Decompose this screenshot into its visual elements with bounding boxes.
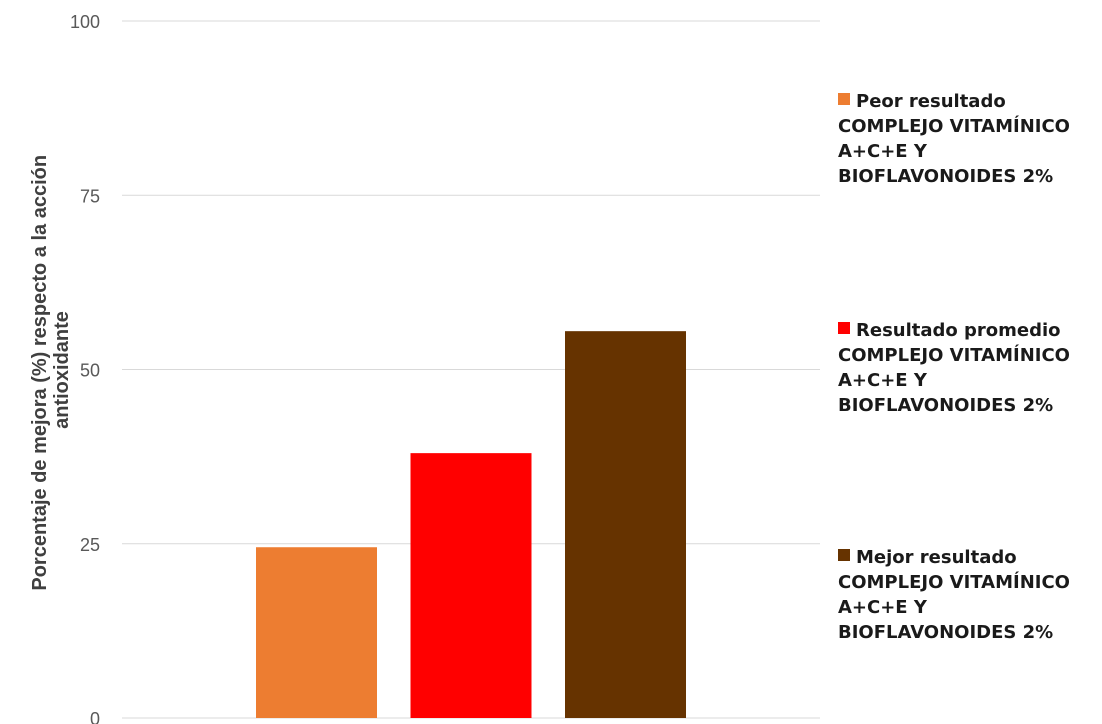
legend-label-2-line-3: A+C+E Y [838,370,928,391]
legend-label-2-line-4: BIOFLAVONOIDES 2% [838,395,1053,416]
legend: Peor resultado COMPLEJO VITAMÍNICO A+C+E Y… [838,91,1070,643]
legend-label-3: Mejor resultado COMPLEJO VITAMÍNICO A+C+E … [838,547,1070,643]
legend-swatch-3 [838,549,850,561]
legend-label-3-line-3: A+C+E Y [838,597,928,618]
y-tick-label-75: 75 [80,186,100,206]
legend-label-1-line-1: Peor resultado [856,91,1006,112]
y-tick-label-25: 25 [80,535,100,555]
bar-3 [565,331,686,718]
legend-swatch-2 [838,322,850,334]
y-axis-label: Porcentaje de mejora (%) respecto a la a… [29,149,73,590]
y-axis-ticks: 0 25 50 75 100 [70,12,100,724]
gridlines [122,20,820,719]
bars [256,331,686,718]
bar-2 [410,453,532,718]
legend-label-1: Peor resultado COMPLEJO VITAMÍNICO A+C+E Y… [838,91,1070,187]
y-tick-label-0: 0 [90,709,100,724]
legend-label-1-line-4: BIOFLAVONOIDES 2% [838,166,1053,187]
legend-label-2: Resultado promedio COMPLEJO VITAMÍNICO A+C… [838,320,1070,416]
bar-1 [256,547,377,718]
legend-label-1-line-2: COMPLEJO VITAMÍNICO [838,115,1070,137]
y-axis-label-line-1: Porcentaje de mejora (%) respecto a la a… [29,155,51,591]
legend-label-3-line-4: BIOFLAVONOIDES 2% [838,622,1053,643]
legend-label-2-line-1: Resultado promedio [856,320,1061,341]
y-axis-label-line-2: antioxidante [51,311,73,429]
legend-label-1-line-3: A+C+E Y [838,141,928,162]
legend-label-2-line-2: COMPLEJO VITAMÍNICO [838,344,1070,366]
y-tick-label-100: 100 [70,12,100,32]
y-tick-label-50: 50 [80,361,100,381]
legend-label-3-line-1: Mejor resultado [856,547,1017,568]
legend-swatch-1 [838,93,850,105]
legend-label-3-line-2: COMPLEJO VITAMÍNICO [838,571,1070,593]
